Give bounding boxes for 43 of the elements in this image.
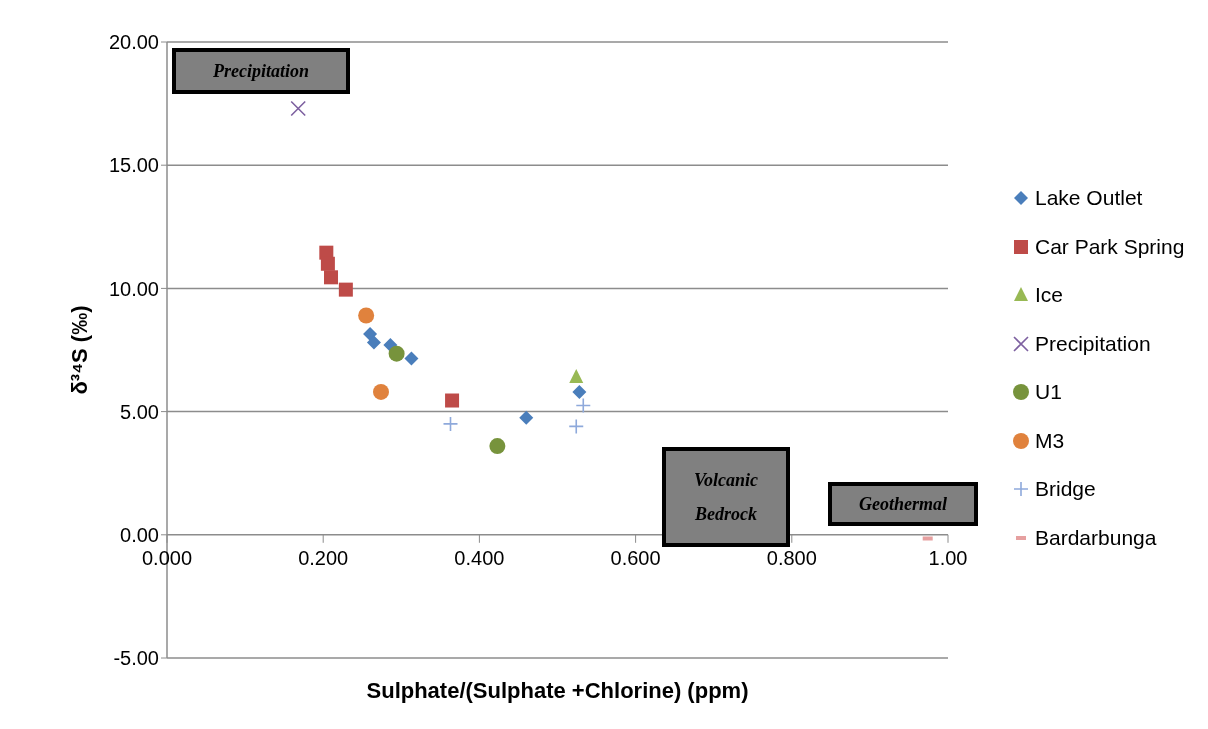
y-tick-label: 20.00	[108, 31, 159, 54]
x-tick-label: 0.000	[141, 546, 193, 569]
point	[338, 282, 353, 297]
point	[569, 369, 584, 384]
point	[575, 397, 592, 414]
x-axis-title: Sulphate/(Sulphate +Chlorine) (ppm)	[366, 678, 749, 703]
y-axis-title: δ³⁴S (‰)	[66, 305, 92, 395]
legend-label: Bridge	[1035, 477, 1096, 502]
x-tick-label: 0.800	[766, 546, 817, 569]
legend-label: M3	[1035, 428, 1065, 453]
legend-label: Car Park Spring	[1035, 234, 1185, 259]
x-tick-label: 0.200	[298, 546, 349, 569]
y-tick-label: 5.00	[120, 400, 159, 423]
text-box: Geothermal	[828, 482, 978, 526]
legend-label: Lake Outlet	[1035, 186, 1143, 211]
legend-label: Precipitation	[1035, 331, 1151, 356]
legend-label: Bardarbunga	[1035, 525, 1157, 550]
point	[388, 345, 405, 362]
y-tick-label: 10.00	[108, 277, 159, 300]
x-tick-label: 0.600	[610, 546, 661, 569]
point	[358, 307, 375, 324]
point	[445, 393, 460, 408]
point	[366, 335, 381, 350]
point	[324, 270, 339, 285]
point	[568, 418, 585, 435]
point	[572, 384, 587, 399]
y-tick-label: 15.00	[108, 154, 159, 177]
y-tick-label: -5.00	[113, 647, 159, 670]
point	[442, 416, 459, 432]
legend-label: Ice	[1035, 283, 1064, 308]
legend-label: U1	[1035, 380, 1062, 405]
x-tick-label: 1.00	[928, 546, 968, 569]
text-box: Volcanic Bedrock	[662, 447, 790, 547]
point	[290, 100, 307, 117]
text-box: Precipitation	[172, 48, 350, 94]
x-tick-label: 0.400	[454, 546, 505, 569]
point	[489, 438, 506, 455]
point	[519, 410, 534, 425]
point	[320, 256, 335, 271]
point	[363, 326, 378, 341]
point	[372, 383, 389, 400]
point	[404, 351, 419, 366]
y-tick-label: 0.00	[120, 523, 159, 546]
